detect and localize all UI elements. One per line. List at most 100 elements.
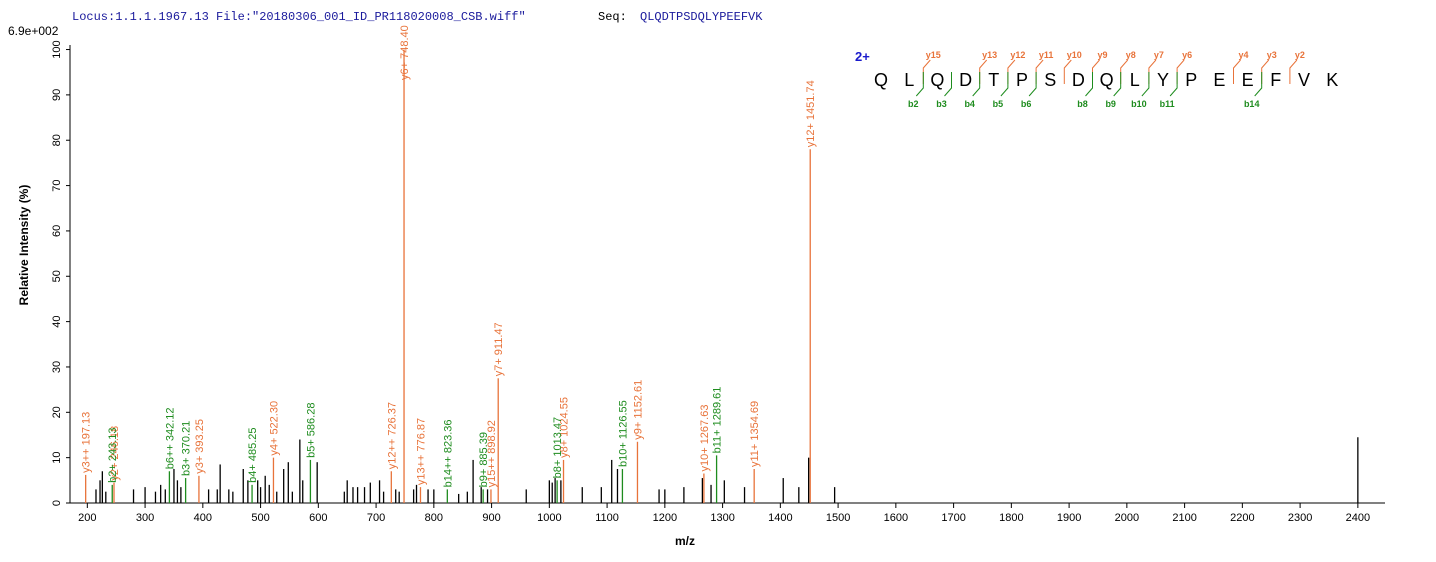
y-ion-label: y4 bbox=[1238, 50, 1248, 60]
x-tick-label: 2000 bbox=[1115, 512, 1139, 524]
peak-label: b5+ 586.28 bbox=[305, 403, 317, 458]
y-ion-label: y3 bbox=[1267, 50, 1277, 60]
y-tick-label: 100 bbox=[51, 40, 63, 58]
y-ion-label: y10 bbox=[1067, 50, 1082, 60]
x-tick-label: 1200 bbox=[653, 512, 677, 524]
y-ion-marker bbox=[1261, 59, 1270, 84]
b-ion-marker bbox=[1000, 72, 1009, 97]
residue: F bbox=[1270, 70, 1281, 90]
residue: T bbox=[988, 70, 999, 90]
header-seq-label: Seq: bbox=[598, 10, 627, 24]
y-ion-marker bbox=[979, 59, 988, 84]
x-tick-label: 500 bbox=[251, 512, 269, 524]
y-tick-label: 60 bbox=[51, 225, 63, 237]
x-tick-label: 1700 bbox=[941, 512, 965, 524]
charge-label: 2+ bbox=[855, 49, 870, 64]
y-ion-marker bbox=[1148, 59, 1157, 84]
residue: S bbox=[1044, 70, 1056, 90]
y-ion-label: y8 bbox=[1126, 50, 1136, 60]
x-tick-label: 1000 bbox=[537, 512, 561, 524]
y-ion-marker bbox=[1289, 59, 1298, 84]
peak-label: b3+ 370.21 bbox=[181, 421, 193, 476]
residue: Y bbox=[1157, 70, 1169, 90]
y-ion-label: y12 bbox=[1010, 50, 1025, 60]
b-ion-label: b10 bbox=[1131, 99, 1147, 109]
residue: E bbox=[1242, 70, 1254, 90]
x-tick-label: 400 bbox=[194, 512, 212, 524]
y-tick-label: 70 bbox=[51, 179, 63, 191]
b-ion-label: b6 bbox=[1021, 99, 1032, 109]
x-axis-label: m/z bbox=[675, 534, 695, 548]
peak-label: y10+ 1267.63 bbox=[699, 405, 711, 472]
b-ion-marker bbox=[944, 72, 952, 97]
residue: P bbox=[1016, 70, 1028, 90]
y-tick-label: 20 bbox=[51, 406, 63, 418]
peak-label: y3++ 197.13 bbox=[81, 412, 93, 473]
peak-label: y8+ 1024.55 bbox=[559, 397, 571, 458]
y-ion-marker bbox=[1120, 59, 1129, 84]
peak-label: b8+ 1013.47 bbox=[552, 417, 564, 478]
x-tick-label: 1400 bbox=[768, 512, 792, 524]
peak-label: b9+ 885.39 bbox=[478, 432, 490, 487]
peak-label: y13++ 776.87 bbox=[415, 418, 427, 485]
y-ion-marker bbox=[1233, 59, 1241, 84]
header-seq: QLQDTPSDQLYPEEFVK bbox=[640, 10, 763, 24]
x-tick-label: 2200 bbox=[1230, 512, 1254, 524]
b-ion-label: b4 bbox=[964, 99, 975, 109]
y-ion-marker bbox=[1063, 59, 1072, 84]
peak-label: b6++ 342.12 bbox=[164, 407, 176, 469]
y-ion-label: y15 bbox=[926, 50, 941, 60]
x-tick-label: 200 bbox=[78, 512, 96, 524]
b-ion-marker bbox=[1254, 72, 1263, 97]
x-tick-label: 600 bbox=[309, 512, 327, 524]
b-ion-label: b14 bbox=[1244, 99, 1260, 109]
x-tick-label: 300 bbox=[136, 512, 154, 524]
peak-label: b10+ 1126.55 bbox=[617, 400, 629, 467]
b-ion-marker bbox=[915, 72, 924, 97]
b-ion-label: b9 bbox=[1105, 99, 1116, 109]
b-ion-label: b2 bbox=[908, 99, 919, 109]
y-ion-label: y2 bbox=[1295, 50, 1305, 60]
y-tick-label: 10 bbox=[51, 452, 63, 464]
x-tick-label: 1100 bbox=[595, 512, 619, 524]
y-ion-marker bbox=[1092, 59, 1100, 84]
x-tick-label: 2100 bbox=[1172, 512, 1196, 524]
x-tick-label: 1300 bbox=[710, 512, 734, 524]
peak-label: b11+ 1289.61 bbox=[712, 387, 724, 454]
y-ion-label: y9 bbox=[1097, 50, 1107, 60]
residue: D bbox=[959, 70, 972, 90]
residue: Q bbox=[874, 70, 888, 90]
b-ion-label: b5 bbox=[993, 99, 1004, 109]
residue: Q bbox=[930, 70, 944, 90]
y-tick-label: 0 bbox=[51, 500, 63, 506]
peak-label: y7+ 911.47 bbox=[493, 322, 505, 376]
peak-label: y2+ 246.18 bbox=[109, 426, 121, 481]
x-tick-label: 700 bbox=[367, 512, 385, 524]
y-ion-marker bbox=[1176, 59, 1185, 84]
x-tick-label: 1800 bbox=[999, 512, 1023, 524]
peak-label: b2+ 243.13 bbox=[107, 427, 119, 482]
peak-label: b14++ 823.36 bbox=[442, 419, 454, 487]
y-tick-label: 40 bbox=[51, 315, 63, 327]
peak-label: y9+ 1152.61 bbox=[632, 380, 644, 440]
y-tick-label: 50 bbox=[51, 270, 63, 282]
b-ion-marker bbox=[1169, 72, 1178, 97]
b-ion-marker bbox=[1085, 72, 1093, 97]
peak-label: y15++ 898.92 bbox=[486, 420, 498, 487]
x-tick-label: 1600 bbox=[884, 512, 908, 524]
b-ion-marker bbox=[972, 72, 981, 97]
residue: L bbox=[904, 70, 914, 90]
x-tick-label: 1900 bbox=[1057, 512, 1081, 524]
peak-label: b4+ 485.25 bbox=[247, 427, 259, 482]
max-intensity: 6.9e+002 bbox=[8, 24, 59, 38]
b-ion-label: b8 bbox=[1077, 99, 1088, 109]
y-tick-label: 80 bbox=[51, 134, 63, 146]
y-ion-label: y13 bbox=[982, 50, 997, 60]
header-locus: Locus:1.1.1.1967.13 File:"20180306_001_I… bbox=[72, 10, 526, 24]
residue: L bbox=[1130, 70, 1140, 90]
residue: E bbox=[1213, 70, 1225, 90]
peak-label: y12+ 1451.74 bbox=[805, 80, 817, 147]
b-ion-marker bbox=[1113, 72, 1122, 97]
residue: Q bbox=[1100, 70, 1114, 90]
